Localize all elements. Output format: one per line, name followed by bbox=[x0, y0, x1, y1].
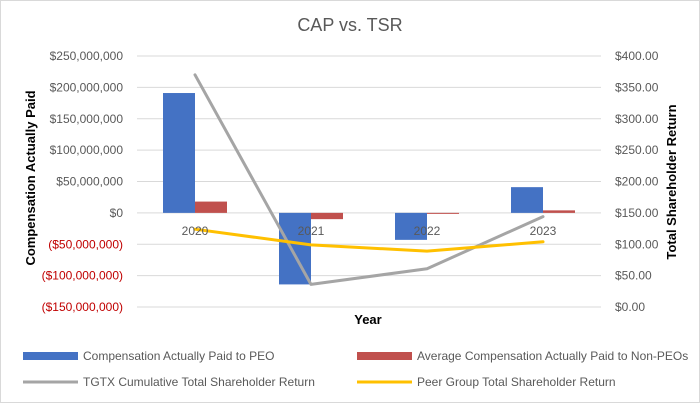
left-tick-label: $250,000,000 bbox=[50, 49, 124, 63]
series-line bbox=[193, 73, 545, 286]
x-axis-title: Year bbox=[354, 312, 381, 327]
bar bbox=[427, 212, 459, 214]
bar-series-layer bbox=[163, 93, 575, 285]
bar bbox=[543, 210, 575, 213]
legend-label: Average Compensation Actually Paid to No… bbox=[417, 349, 688, 363]
category-label: 2020 bbox=[182, 224, 209, 238]
right-tick-label: $150.00 bbox=[615, 206, 659, 220]
chart-title: CAP vs. TSR bbox=[297, 15, 402, 35]
right-tick-label: $250.00 bbox=[615, 143, 659, 157]
bar bbox=[395, 212, 427, 240]
right-tick-label: $350.00 bbox=[615, 80, 659, 94]
y-axis-title: Compensation Actually Paid bbox=[23, 90, 38, 265]
category-label: 2023 bbox=[530, 224, 557, 238]
left-axis-ticks: $250,000,000 $200,000,000 $150,000,000 $100… bbox=[42, 49, 124, 314]
left-tick-label: $0 bbox=[110, 206, 124, 220]
y2-axis-title: Total Shareholder Return bbox=[664, 104, 679, 259]
left-tick-label: $200,000,000 bbox=[50, 80, 124, 94]
left-tick-label: ($50,000,000) bbox=[48, 237, 123, 251]
legend: Compensation Actually Paid to PEO Average… bbox=[23, 349, 688, 389]
legend-swatch bbox=[23, 352, 78, 360]
legend-swatch bbox=[357, 352, 412, 360]
bar bbox=[511, 187, 543, 213]
bar bbox=[163, 93, 195, 213]
right-axis-ticks: $400.00 $350.00 $300.00 $250.00 $200.00 $150.… bbox=[615, 49, 659, 314]
legend-label: Compensation Actually Paid to PEO bbox=[83, 349, 274, 363]
right-tick-label: $0.00 bbox=[615, 300, 645, 314]
left-tick-label: $100,000,000 bbox=[50, 143, 124, 157]
line-series-layer bbox=[193, 73, 545, 286]
right-tick-label: $400.00 bbox=[615, 49, 659, 63]
category-labels: 2020 2021 2022 2023 bbox=[182, 224, 557, 238]
left-tick-label: $50,000,000 bbox=[56, 175, 123, 189]
bar bbox=[311, 212, 343, 220]
left-tick-label: ($100,000,000) bbox=[42, 269, 123, 283]
right-tick-label: $50.00 bbox=[615, 269, 652, 283]
category-label: 2021 bbox=[298, 224, 325, 238]
legend-label: Peer Group Total Shareholder Return bbox=[417, 375, 616, 389]
right-tick-label: $100.00 bbox=[615, 237, 659, 251]
legend-label: TGTX Cumulative Total Shareholder Return bbox=[83, 375, 315, 389]
bar bbox=[195, 201, 227, 213]
series-line bbox=[193, 227, 545, 253]
category-label: 2022 bbox=[414, 224, 441, 238]
right-tick-label: $300.00 bbox=[615, 112, 659, 126]
right-tick-label: $200.00 bbox=[615, 175, 659, 189]
left-tick-label: $150,000,000 bbox=[50, 112, 124, 126]
left-tick-label: ($150,000,000) bbox=[42, 300, 123, 314]
